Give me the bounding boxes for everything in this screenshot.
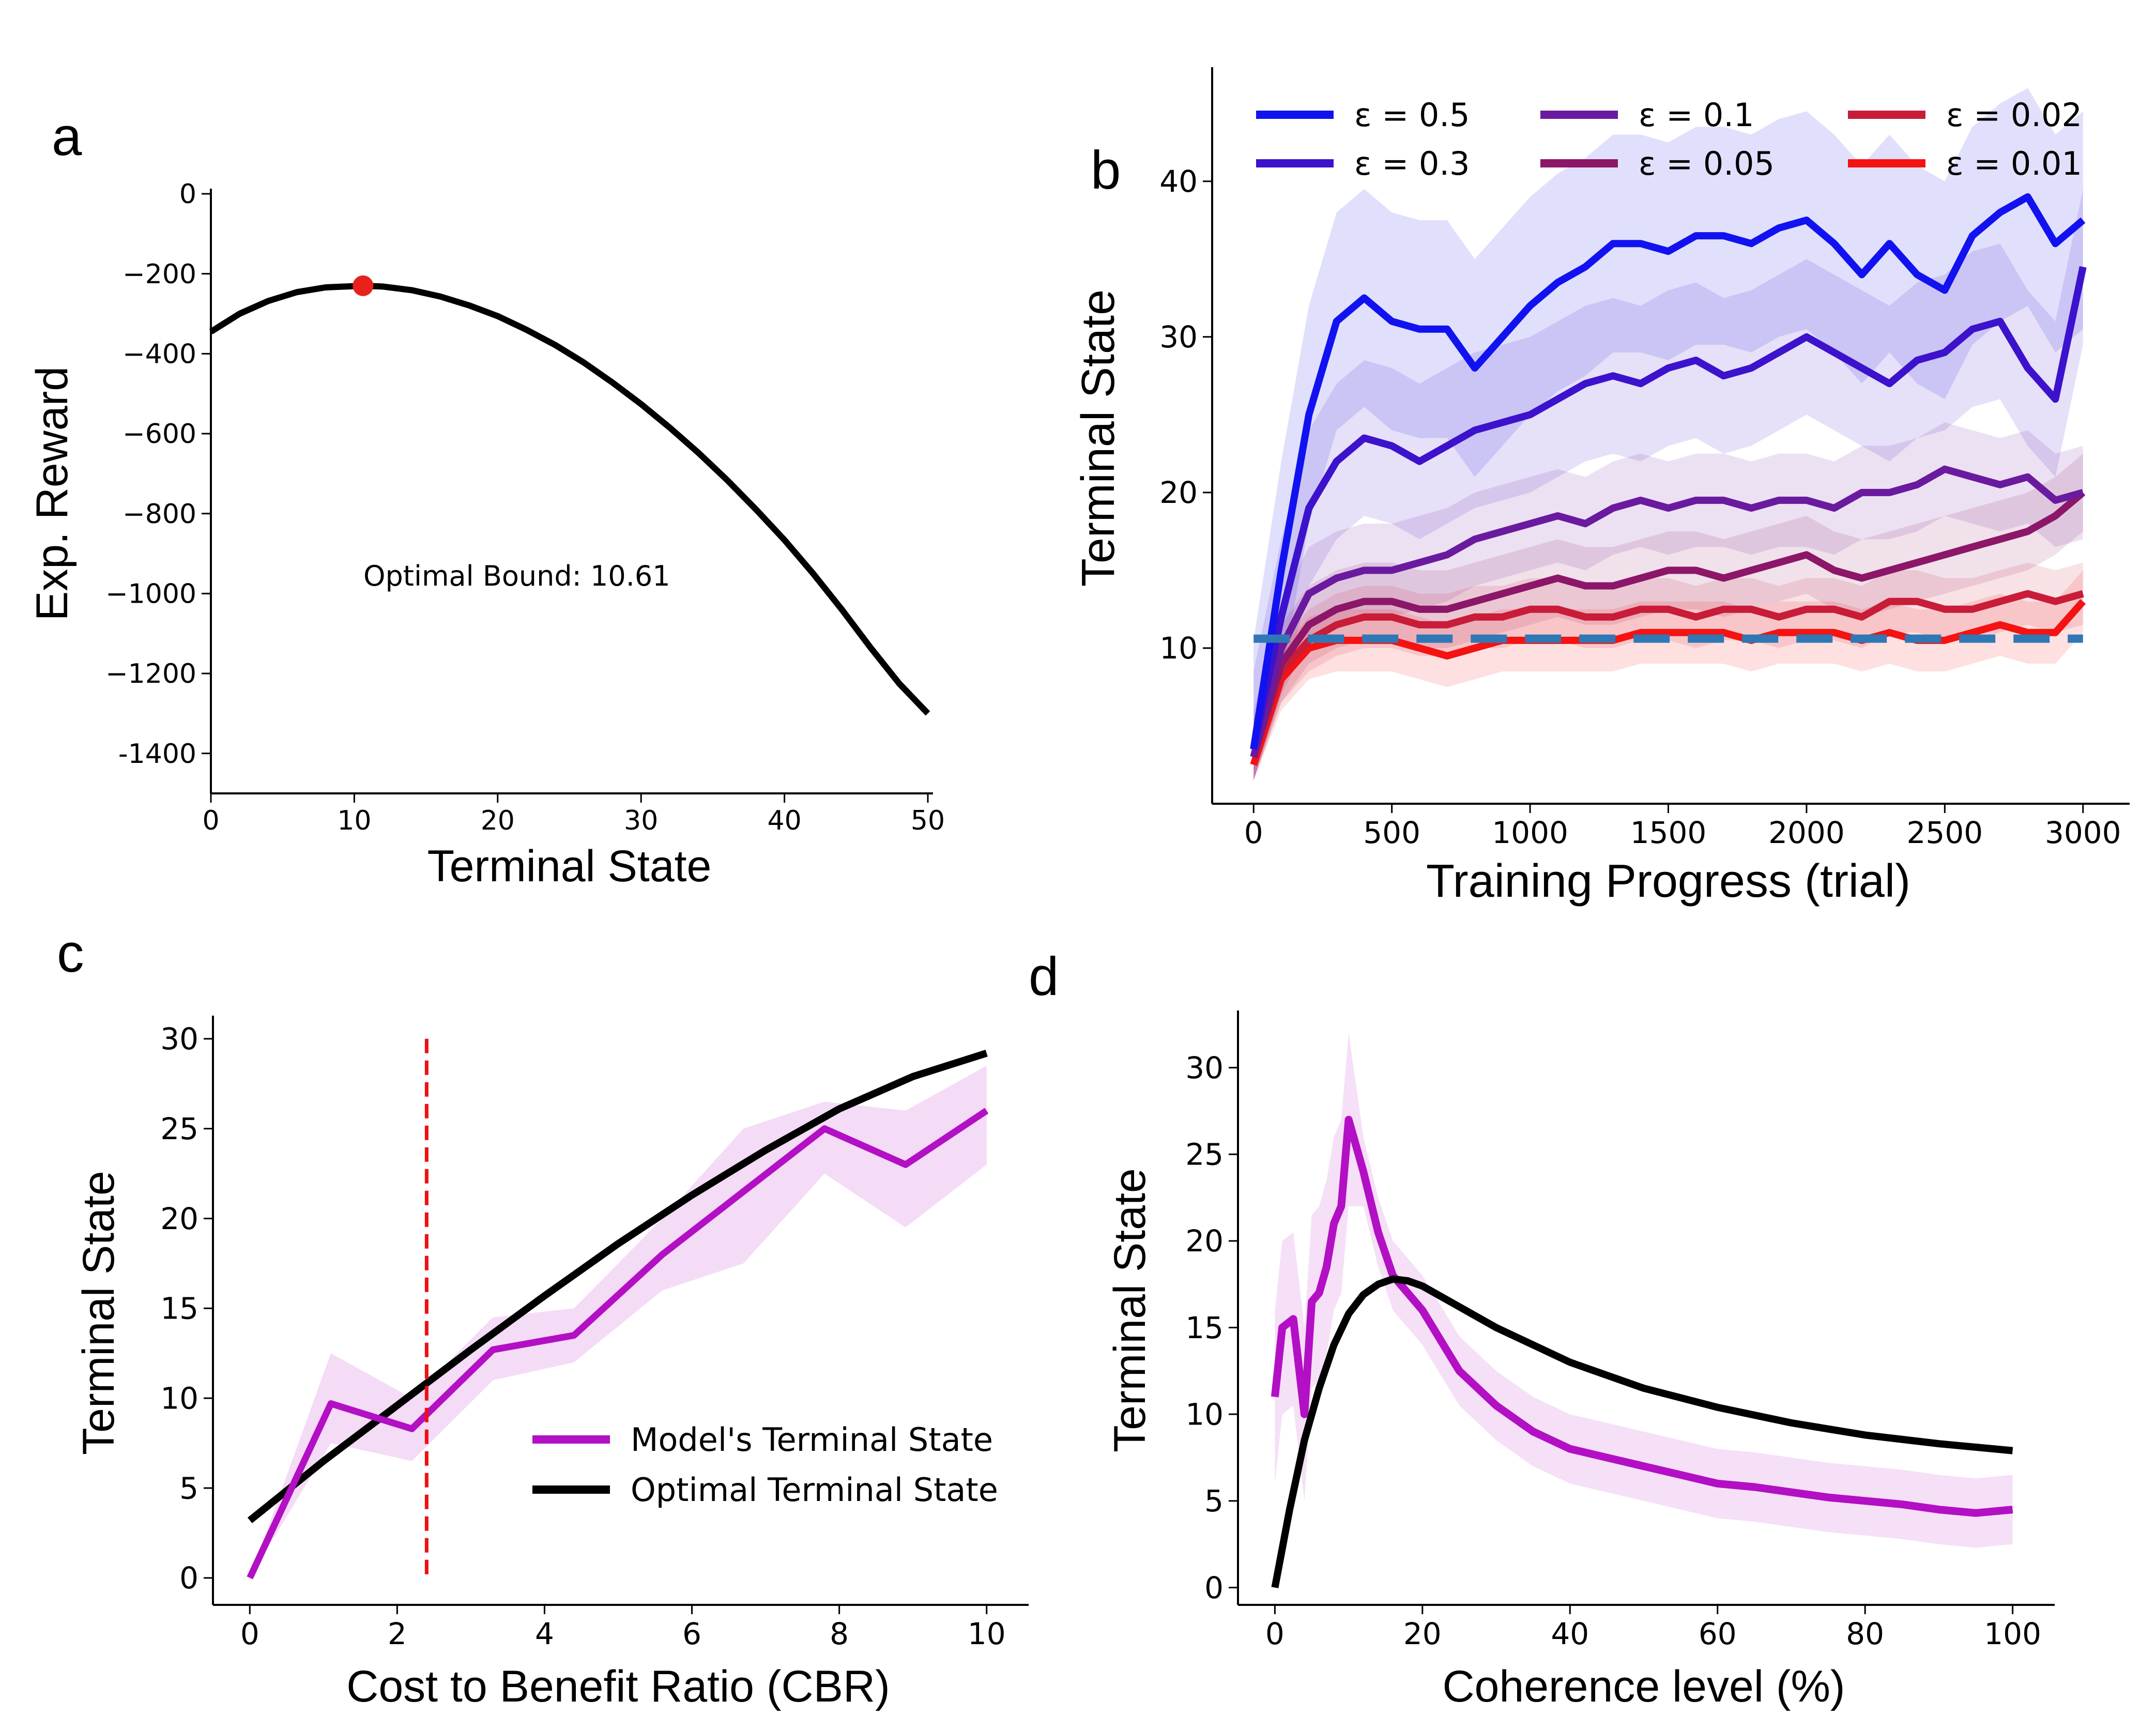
x-tick-label: 10	[968, 1616, 1006, 1651]
x-tick-label: 20	[481, 805, 515, 836]
y-tick-label: −400	[123, 339, 196, 370]
x-tick-label: 2000	[1768, 815, 1845, 850]
panel-c-cbr-chart: 0 2 4 6 8 10 0 5 10 15 20 25 30 Cost to Benefit Ratio…	[74, 1016, 1029, 1711]
legend-label-3: ε = 0.05	[1639, 145, 1775, 182]
x-tick-label: 20	[1403, 1616, 1442, 1651]
x-tick-label: 0	[1265, 1616, 1285, 1651]
optimum-point	[353, 275, 374, 296]
x-tick-label: 0	[1244, 815, 1263, 850]
panel-letter-c: c	[57, 923, 84, 984]
legend-label-4: ε = 0.02	[1946, 96, 2082, 134]
series-line-4	[1250, 590, 2084, 758]
y-tick-label: 30	[160, 1021, 198, 1056]
x-axis-label: Cost to Benefit Ratio (CBR)	[346, 1662, 890, 1711]
y-tick-label: 40	[1159, 164, 1198, 199]
y-tick-label: 15	[160, 1291, 198, 1326]
y-tick-label: −600	[123, 419, 196, 450]
series-line-0	[1250, 193, 2086, 750]
x-tick-label: 0	[202, 805, 219, 836]
legend-label-5: ε = 0.01	[1946, 145, 2082, 182]
x-tick-label: 4	[535, 1616, 554, 1651]
y-tick-label: 0	[1204, 1570, 1224, 1605]
x-tick-label: 50	[911, 805, 945, 836]
y-tick-label: 30	[1185, 1050, 1224, 1085]
x-axis-label: Coherence level (%)	[1442, 1662, 1845, 1711]
x-tick-label: 6	[682, 1616, 701, 1651]
y-tick-label: 10	[1159, 631, 1198, 666]
y-tick-label: −800	[123, 499, 196, 530]
y-tick-label: −1200	[105, 658, 196, 690]
x-tick-label: 100	[1984, 1616, 2041, 1651]
confidence-band-2	[1253, 422, 2083, 780]
legend-label-0: ε = 0.5	[1354, 96, 1470, 134]
y-tick-label: −1000	[105, 579, 196, 610]
x-tick-label: 2500	[1907, 815, 1983, 850]
x-tick-label: 8	[830, 1616, 849, 1651]
y-tick-label: 25	[160, 1111, 198, 1146]
model-confidence-band	[1275, 1033, 2013, 1548]
y-axis-label: Exp. Reward	[27, 366, 77, 621]
y-tick-label: 20	[1185, 1223, 1224, 1259]
y-axis-label: Terminal State	[1105, 1168, 1155, 1452]
x-tick-label: 60	[1699, 1616, 1737, 1651]
y-tick-label: 20	[160, 1201, 198, 1236]
confidence-band-1	[1253, 189, 2083, 780]
y-tick-label: -1400	[118, 739, 196, 770]
panel-d-coherence-chart: 0 20 40 60 80 100 0 5 10 15 20 25 30 Coherence level …	[1105, 1010, 2055, 1711]
y-tick-label: 30	[1159, 319, 1198, 355]
y-tick-label: 5	[179, 1470, 198, 1506]
model-terminal-state-line	[1271, 1115, 2013, 1517]
x-tick-label: 80	[1846, 1616, 1884, 1651]
series-line-1	[1250, 266, 2087, 750]
series-line-3	[1250, 489, 2086, 758]
model-terminal-state-line	[247, 1108, 989, 1580]
x-tick-label: 1500	[1630, 815, 1707, 850]
x-tick-label: 10	[337, 805, 371, 836]
x-tick-label: 0	[240, 1616, 259, 1651]
x-tick-label: 500	[1363, 815, 1420, 850]
legend-label-1: ε = 0.3	[1354, 145, 1470, 182]
optimal-terminal-state-line	[247, 1049, 988, 1524]
optimal-terminal-state-line	[1271, 1275, 2013, 1588]
x-axis-label: Training Progress (trial)	[1426, 855, 1910, 907]
panel-a-exp-reward-chart: 0 10 20 30 40 50 0 −200 −400 −600 −800 −1000 −1200 -1…	[27, 179, 945, 891]
y-tick-label: 20	[1159, 475, 1198, 510]
panel-letter-a: a	[52, 106, 82, 167]
panel-b-training-chart: 0 500 1000 1500 2000 2500 3000 10 20 30 40 Training…	[1073, 67, 2130, 907]
y-tick-label: 5	[1204, 1483, 1224, 1519]
confidence-band-3	[1253, 453, 2083, 780]
series-line-2	[1250, 465, 2084, 758]
panel-letter-b: b	[1091, 140, 1121, 201]
legend-label-2: ε = 0.1	[1639, 96, 1754, 134]
x-tick-label: 30	[624, 805, 658, 836]
y-tick-label: 10	[160, 1381, 198, 1416]
y-tick-label: 25	[1185, 1137, 1224, 1172]
x-tick-label: 40	[768, 805, 802, 836]
legend-label-1: Optimal Terminal State	[631, 1471, 998, 1509]
x-tick-label: 40	[1551, 1616, 1589, 1651]
y-tick-label: −200	[123, 259, 196, 290]
model-confidence-band	[250, 1065, 987, 1578]
x-tick-label: 3000	[2045, 815, 2121, 850]
y-tick-label: 0	[179, 1560, 198, 1596]
legend-label-0: Model's Terminal State	[631, 1421, 993, 1459]
optimal-bound-annotation: Optimal Bound: 10.61	[363, 560, 670, 592]
y-tick-label: 10	[1185, 1397, 1224, 1432]
y-tick-label: 0	[179, 179, 196, 210]
x-tick-label: 2	[388, 1616, 407, 1651]
y-axis-label: Terminal State	[1073, 289, 1124, 587]
y-axis-label: Terminal State	[74, 1171, 124, 1455]
reward-curve	[209, 282, 930, 716]
panel-letter-d: d	[1029, 946, 1059, 1007]
confidence-band-4	[1253, 562, 2083, 780]
y-tick-label: 15	[1185, 1310, 1224, 1345]
x-axis-label: Terminal State	[427, 841, 712, 891]
x-tick-label: 1000	[1492, 815, 1568, 850]
